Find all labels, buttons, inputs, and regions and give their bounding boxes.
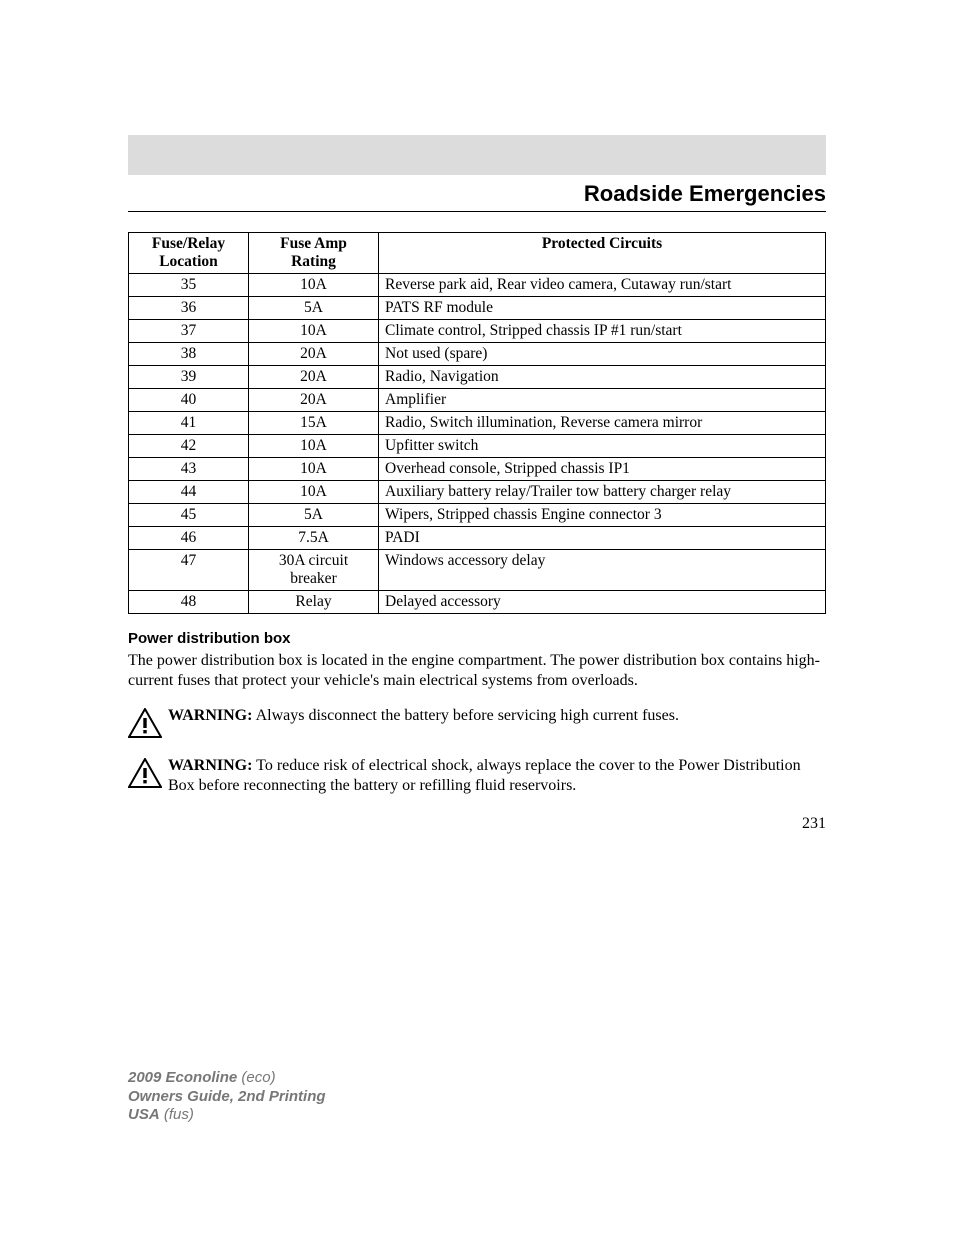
col-header-location: Fuse/Relay Location (129, 233, 249, 274)
cell-circuits: Upfitter switch (379, 435, 826, 458)
table-row: 455AWipers, Stripped chassis Engine conn… (129, 504, 826, 527)
cell-location: 48 (129, 591, 249, 614)
table-row: 48RelayDelayed accessory (129, 591, 826, 614)
cell-circuits: Radio, Switch illumination, Reverse came… (379, 412, 826, 435)
cell-circuits: Amplifier (379, 389, 826, 412)
cell-location: 43 (129, 458, 249, 481)
cell-circuits: Reverse park aid, Rear video camera, Cut… (379, 274, 826, 297)
table-row: 3820ANot used (spare) (129, 343, 826, 366)
header-bar (128, 135, 826, 175)
cell-circuits: PADI (379, 527, 826, 550)
table-row: 4730A circuit breakerWindows accessory d… (129, 550, 826, 591)
table-row: 4210AUpfitter switch (129, 435, 826, 458)
table-row: 4115ARadio, Switch illumination, Reverse… (129, 412, 826, 435)
cell-circuits: Climate control, Stripped chassis IP #1 … (379, 320, 826, 343)
cell-amp: 10A (249, 320, 379, 343)
footer-model: 2009 Econoline (128, 1069, 237, 1086)
table-row: 3920ARadio, Navigation (129, 366, 826, 389)
footer-region-code: (fus) (160, 1106, 194, 1123)
footer-region: USA (128, 1106, 160, 1123)
cell-amp: 15A (249, 412, 379, 435)
footer-line-2: Owners Guide, 2nd Printing (128, 1088, 326, 1107)
page-heading: Roadside Emergencies (128, 181, 826, 212)
warning-block-1: WARNING: Always disconnect the battery b… (128, 706, 826, 738)
cell-amp: 5A (249, 297, 379, 320)
footer: 2009 Econoline (eco) Owners Guide, 2nd P… (128, 1069, 326, 1125)
warning-block-2: WARNING: To reduce risk of electrical sh… (128, 756, 826, 797)
cell-circuits: Not used (spare) (379, 343, 826, 366)
cell-amp: 7.5A (249, 527, 379, 550)
cell-circuits: Delayed accessory (379, 591, 826, 614)
cell-location: 42 (129, 435, 249, 458)
col-header-amp-line1: Fuse Amp (280, 235, 347, 252)
warning-text-1: WARNING: Always disconnect the battery b… (168, 707, 679, 724)
cell-amp: 10A (249, 435, 379, 458)
cell-location: 47 (129, 550, 249, 591)
cell-amp: 30A circuit breaker (249, 550, 379, 591)
cell-location: 44 (129, 481, 249, 504)
cell-location: 40 (129, 389, 249, 412)
table-row: 365APATS RF module (129, 297, 826, 320)
cell-location: 35 (129, 274, 249, 297)
cell-location: 45 (129, 504, 249, 527)
col-header-location-line1: Fuse/Relay (152, 235, 225, 252)
cell-circuits: Radio, Navigation (379, 366, 826, 389)
col-header-circuits: Protected Circuits (379, 233, 826, 274)
footer-line-3: USA (fus) (128, 1106, 326, 1125)
pdb-body: The power distribution box is located in… (128, 651, 826, 692)
footer-line-1: 2009 Econoline (eco) (128, 1069, 326, 1088)
table-header-row: Fuse/Relay Location Fuse Amp Rating Prot… (129, 233, 826, 274)
cell-location: 39 (129, 366, 249, 389)
cell-amp: 10A (249, 274, 379, 297)
cell-location: 36 (129, 297, 249, 320)
warning-triangle-icon (128, 708, 162, 738)
cell-amp: 10A (249, 481, 379, 504)
page-content: Roadside Emergencies Fuse/Relay Location… (0, 0, 954, 833)
warning-triangle-icon (128, 758, 162, 788)
footer-model-code: (eco) (237, 1069, 275, 1086)
col-header-amp: Fuse Amp Rating (249, 233, 379, 274)
table-row: 467.5APADI (129, 527, 826, 550)
table-row: 3510AReverse park aid, Rear video camera… (129, 274, 826, 297)
cell-circuits: Wipers, Stripped chassis Engine connecto… (379, 504, 826, 527)
fuse-table: Fuse/Relay Location Fuse Amp Rating Prot… (128, 232, 826, 614)
col-header-location-line2: Location (159, 253, 218, 270)
warning-body-2: To reduce risk of electrical shock, alwa… (168, 757, 801, 794)
table-row: 4410AAuxiliary battery relay/Trailer tow… (129, 481, 826, 504)
warning-label-2: WARNING: (168, 757, 252, 774)
cell-location: 46 (129, 527, 249, 550)
warning-text-2: WARNING: To reduce risk of electrical sh… (168, 757, 801, 794)
page-number: 231 (128, 815, 826, 833)
table-row: 4310AOverhead console, Stripped chassis … (129, 458, 826, 481)
cell-circuits: Windows accessory delay (379, 550, 826, 591)
cell-amp: 20A (249, 343, 379, 366)
warning-label-1: WARNING: (168, 707, 252, 724)
cell-location: 41 (129, 412, 249, 435)
col-header-amp-line2: Rating (291, 253, 336, 270)
cell-location: 38 (129, 343, 249, 366)
cell-circuits: Auxiliary battery relay/Trailer tow batt… (379, 481, 826, 504)
pdb-title: Power distribution box (128, 630, 826, 647)
cell-amp: 20A (249, 366, 379, 389)
cell-amp: 10A (249, 458, 379, 481)
cell-amp: 5A (249, 504, 379, 527)
warning-body-1: Always disconnect the battery before ser… (252, 707, 679, 724)
cell-amp: Relay (249, 591, 379, 614)
cell-circuits: Overhead console, Stripped chassis IP1 (379, 458, 826, 481)
table-row: 3710AClimate control, Stripped chassis I… (129, 320, 826, 343)
cell-amp: 20A (249, 389, 379, 412)
cell-location: 37 (129, 320, 249, 343)
cell-circuits: PATS RF module (379, 297, 826, 320)
table-row: 4020AAmplifier (129, 389, 826, 412)
